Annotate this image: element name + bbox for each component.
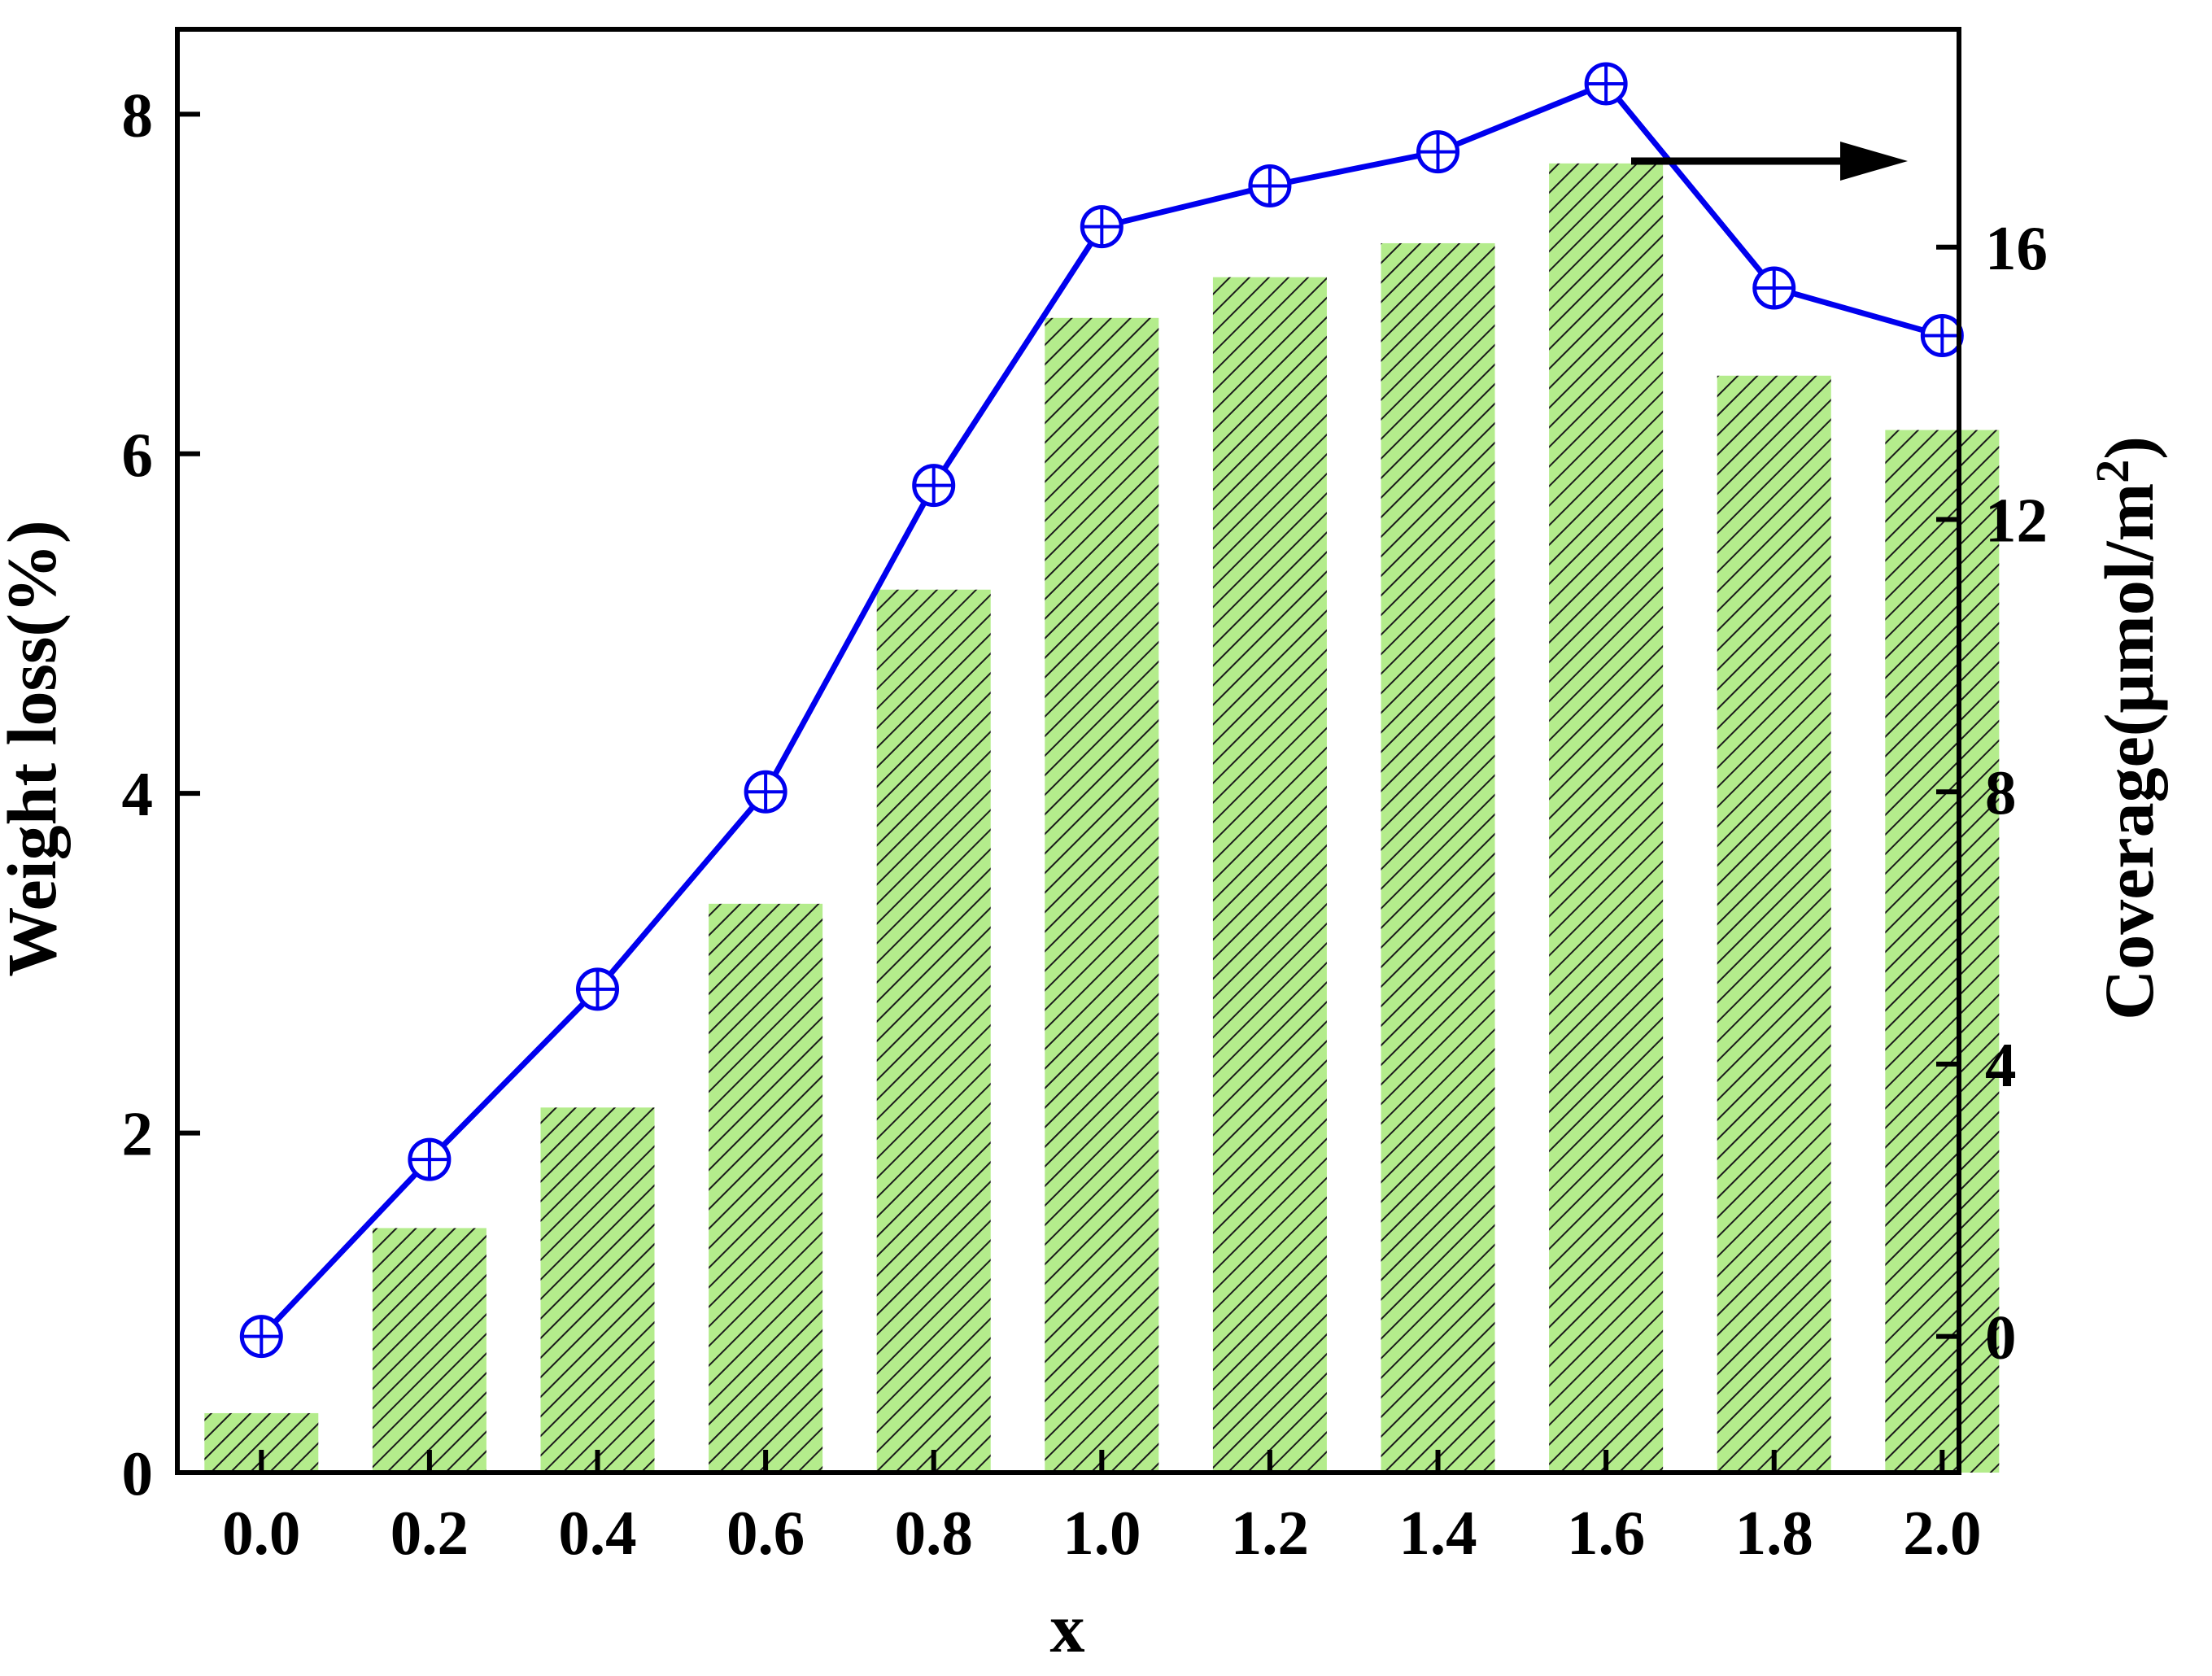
- line-point: [1752, 266, 1796, 310]
- bar: [709, 903, 823, 1473]
- y2-tick-label: 8: [1985, 757, 2017, 827]
- bar: [1717, 375, 1831, 1473]
- bar: [876, 589, 991, 1473]
- bar: [1212, 277, 1327, 1473]
- y-axis-title: Weight loss(%): [0, 520, 71, 976]
- line-series: [239, 62, 1964, 1359]
- line-point: [744, 770, 788, 814]
- y-tick-label: 6: [122, 420, 154, 490]
- y-tick-label: 4: [122, 759, 154, 829]
- x-tick-label: 0.2: [390, 1498, 469, 1568]
- plot-frame: [175, 27, 1961, 1475]
- bar: [540, 1107, 655, 1473]
- bar: [1045, 317, 1159, 1473]
- line-point: [1416, 130, 1460, 174]
- x-tick-label: 1.8: [1735, 1498, 1813, 1568]
- y2-axis-title-sup: 2: [2086, 460, 2139, 483]
- line-point: [576, 967, 620, 1011]
- x-tick-label: 1.0: [1062, 1498, 1141, 1568]
- line-point: [239, 1315, 283, 1359]
- x-tick-label: 0.0: [222, 1498, 300, 1568]
- bar: [1885, 430, 2000, 1473]
- bar: [1549, 163, 1664, 1473]
- x-tick-label: 1.4: [1398, 1498, 1477, 1568]
- line-point: [912, 464, 956, 508]
- line-point: [1920, 314, 1964, 358]
- y2-axis-title: Coverage(μmol/m2): [2086, 436, 2168, 1020]
- line-point: [1080, 205, 1123, 249]
- y-tick-label: 0: [122, 1438, 154, 1508]
- y-tick-label: 8: [122, 80, 154, 150]
- tick-labels: 0 2 4 6 8 0 4 8 12 16 0.0 0.2 0.4 0.6 0.8 1.0 1.2 1.4 1.6 1…: [122, 80, 2048, 1568]
- axes: [175, 27, 1961, 1475]
- bar: [1381, 242, 1495, 1473]
- x-tick-label: 2.0: [1903, 1498, 1981, 1568]
- x-tick-label: 0.6: [726, 1498, 805, 1568]
- x-tick-label: 1.6: [1567, 1498, 1645, 1568]
- x-tick-label: 0.4: [558, 1498, 636, 1568]
- line-point: [408, 1137, 452, 1181]
- annotation-arrow: [1631, 142, 1908, 181]
- y2-tick-label: 16: [1985, 213, 2048, 283]
- bar: [372, 1228, 486, 1473]
- y2-tick-label: 12: [1985, 485, 2048, 555]
- x-tick-label: 0.8: [895, 1498, 973, 1568]
- y2-axis-title-close: ): [2090, 436, 2168, 460]
- line-point: [1248, 164, 1292, 207]
- bar-series: [204, 163, 2000, 1473]
- x-tick-label: 1.2: [1231, 1498, 1309, 1568]
- x-axis-title: x: [1050, 1589, 1085, 1667]
- y-tick-label: 2: [122, 1099, 154, 1169]
- y2-tick-label: 0: [1985, 1303, 2017, 1373]
- y2-axis-title-text: Coverage(μmol/m: [2090, 483, 2168, 1020]
- line-point: [1584, 62, 1628, 106]
- y2-tick-label: 4: [1985, 1030, 2017, 1100]
